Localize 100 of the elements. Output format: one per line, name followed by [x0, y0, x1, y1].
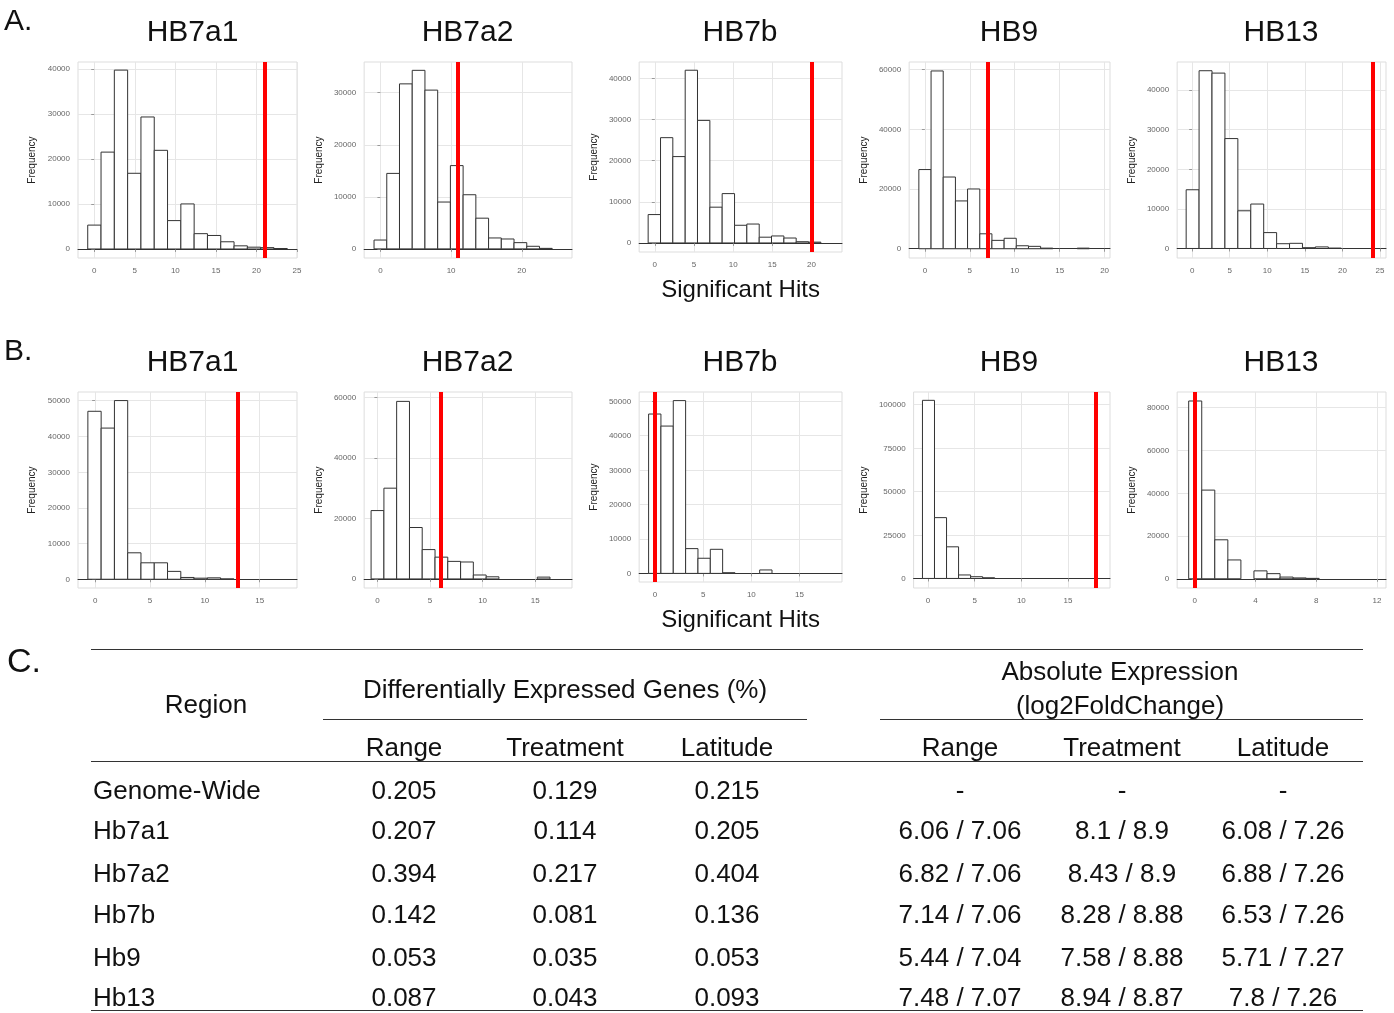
text: Hb7a1	[93, 814, 170, 846]
text: Range	[365, 731, 443, 763]
text: Region	[164, 688, 248, 720]
text: 0.404	[694, 857, 760, 889]
text: Treatment	[506, 731, 624, 763]
text: C.	[7, 640, 41, 680]
text: 0.205	[694, 814, 760, 846]
text: -	[955, 774, 965, 806]
y-axis-title: Frequency	[857, 466, 869, 514]
x-tick-label: 15	[255, 595, 265, 605]
x-tick-label: 5	[972, 595, 978, 605]
text: 0.053	[694, 941, 760, 973]
x-tick-label: 25	[292, 265, 302, 275]
text: 0.087	[371, 981, 437, 1013]
y-tick-label: 40000	[878, 124, 902, 134]
text: 0.114	[533, 814, 597, 846]
y-tick-label: 0	[351, 244, 357, 254]
x-tick-label: 10	[1262, 265, 1273, 275]
x-tick-label: 15	[1300, 265, 1310, 275]
text: 0.205	[371, 774, 437, 806]
y-tick-label: 0	[901, 573, 907, 583]
y-tick-label: 30000	[1146, 124, 1170, 134]
y-tick-label: 20000	[333, 140, 357, 150]
x-tick-label: 0	[922, 265, 928, 275]
y-axis-title: Frequency	[1125, 136, 1137, 184]
y-tick-label: 20000	[47, 154, 71, 164]
text: Treatment	[1063, 731, 1181, 763]
x-tick-label: 5	[132, 265, 138, 275]
x-tick-label: 10	[746, 589, 757, 599]
x-tick-label: 8	[1313, 595, 1319, 605]
y-tick-label: 0	[1164, 574, 1170, 584]
text: 0.093	[694, 981, 760, 1013]
x-tick-label: 4	[1253, 595, 1259, 605]
text: 0.081	[532, 898, 598, 930]
y-tick-label: 0	[1164, 243, 1170, 253]
text: Hb9	[93, 941, 141, 973]
text: 0.394	[371, 857, 437, 889]
x-tick-label: 20	[1100, 265, 1110, 275]
chart-title: HB13	[1243, 343, 1319, 377]
y-tick-label: 80000	[1146, 402, 1170, 412]
y-tick-label: 60000	[878, 64, 902, 74]
chart-title: HB7a2	[421, 13, 514, 47]
text: 0.207	[371, 814, 437, 846]
y-tick-label: 20000	[333, 513, 357, 523]
y-tick-label: 50000	[883, 487, 907, 497]
y-tick-label: 20000	[47, 503, 71, 513]
text: 0.129	[532, 774, 598, 806]
y-tick-label: 20000	[608, 500, 632, 510]
y-tick-label: 0	[896, 244, 902, 254]
text: 0.215	[694, 774, 760, 806]
x-tick-label: 12	[1372, 595, 1382, 605]
y-tick-label: 10000	[47, 199, 71, 209]
text: 0.217	[532, 857, 598, 889]
y-tick-label: 40000	[47, 431, 71, 441]
y-axis-title: Frequency	[312, 466, 324, 514]
y-tick-label: 40000	[1146, 85, 1170, 95]
y-tick-label: 30000	[608, 465, 632, 475]
chart-title: HB7a2	[421, 343, 514, 377]
x-tick-label: 15	[767, 259, 778, 269]
y-tick-label: 0	[626, 568, 632, 578]
text: 5.71 / 7.27	[1221, 941, 1345, 973]
y-tick-label: 20000	[1146, 531, 1170, 541]
x-tick-label: 15	[795, 589, 805, 599]
chart-title: HB7b	[702, 343, 778, 377]
text: 7.48 / 7.07	[898, 981, 1022, 1013]
text: 0.142	[371, 898, 437, 930]
text: 7.14 / 7.06	[898, 898, 1022, 930]
chart-title: HB13	[1243, 13, 1319, 47]
y-axis-title: Frequency	[1125, 466, 1137, 514]
y-tick-label: 40000	[333, 453, 357, 463]
text: Absolute Expression (log2FoldChange)	[1000, 655, 1240, 722]
y-tick-label: 30000	[47, 109, 71, 119]
text: 0.053	[371, 941, 437, 973]
y-tick-label: 10000	[47, 539, 71, 549]
x-tick-label: 5	[1227, 265, 1233, 275]
x-tick-label: 25	[1375, 265, 1385, 275]
x-axis-title: Significant Hits	[661, 604, 820, 632]
x-tick-label: 20	[807, 259, 817, 269]
y-axis-title: Frequency	[857, 136, 869, 184]
text: 0.035	[532, 941, 598, 973]
y-tick-label: 10000	[333, 192, 357, 202]
x-tick-label: 10	[446, 265, 457, 275]
y-tick-label: 10000	[608, 197, 632, 207]
text: 8.43 / 8.9	[1067, 857, 1177, 889]
text: 8.1 / 8.9	[1075, 814, 1169, 846]
x-tick-label: 15	[1055, 265, 1065, 275]
x-tick-label: 5	[691, 259, 697, 269]
y-tick-label: 60000	[1146, 445, 1170, 455]
chart-title: HB7b	[702, 13, 778, 47]
x-tick-label: 20	[517, 265, 527, 275]
y-axis-title: Frequency	[587, 133, 599, 181]
x-tick-label: 10	[1016, 595, 1027, 605]
chart-title: HB7a1	[146, 343, 239, 377]
y-axis-title: Frequency	[26, 466, 38, 514]
y-tick-label: 30000	[608, 115, 632, 125]
x-tick-label: 15	[530, 595, 541, 605]
y-tick-label: 10000	[1146, 204, 1170, 214]
text: 5.44 / 7.04	[898, 941, 1022, 973]
y-tick-label: 0	[65, 574, 71, 584]
y-tick-label: 20000	[878, 184, 902, 194]
